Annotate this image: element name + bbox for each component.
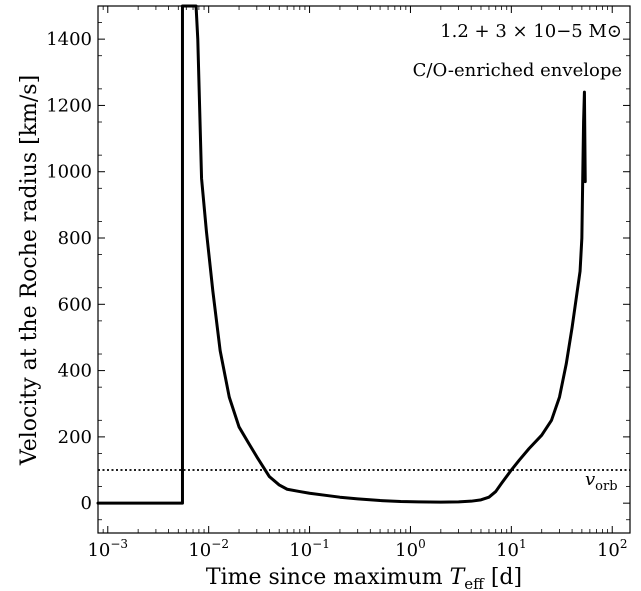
x-tick-label-exponent: 0 <box>418 537 426 551</box>
x-tick-label: 10−2 <box>188 537 229 561</box>
x-tick-label-exponent: −2 <box>211 537 229 551</box>
v-orb-label-main: v <box>585 469 595 490</box>
x-tick-labels: 10−3 10−2 10−1 100 101 102 <box>87 537 627 561</box>
x-tick-label-exponent: 2 <box>620 537 628 551</box>
x-tick-label: 10−3 <box>87 537 128 561</box>
v-orb-label: vorb <box>585 469 618 494</box>
y-axis-title: Velocity at the Roche radius [km/s] <box>17 75 42 466</box>
x-tick-label-exponent: −3 <box>110 537 128 551</box>
x-tick-label-exponent: −1 <box>312 537 330 551</box>
x-axis-title: Time since maximum Teff [d] <box>206 565 522 591</box>
x-tick-label-exponent: 1 <box>519 537 527 551</box>
y-tick-label: 600 <box>58 294 92 315</box>
velocity-series-line <box>96 4 587 505</box>
x-axis-title-symbol: T <box>450 565 467 590</box>
x-tick-label: 101 <box>496 537 527 561</box>
y-tick-label: 1000 <box>46 162 92 183</box>
model-envelope-annotation: C/O-enriched envelope <box>413 60 622 81</box>
model-mass-annotation: 1.2 + 3 × 10−5 M⊙ <box>440 21 622 42</box>
x-tick-label-base: 10 <box>188 540 211 561</box>
x-tick-label-base: 10 <box>289 540 312 561</box>
y-tick-label: 800 <box>58 228 92 249</box>
x-tick-label: 10−1 <box>289 537 330 561</box>
x-tick-label-base: 10 <box>395 540 418 561</box>
plot-frame <box>97 5 631 534</box>
y-tick-label: 0 <box>81 493 92 514</box>
x-tick-label-base: 10 <box>496 540 519 561</box>
x-tick-label: 102 <box>597 537 628 561</box>
x-tick-label-base: 10 <box>597 540 620 561</box>
y-tick-labels: 0 200 400 600 800 1000 1200 1400 <box>46 29 92 514</box>
axis-ticks <box>97 6 630 533</box>
x-tick-label-base: 10 <box>87 540 110 561</box>
y-tick-label: 400 <box>58 361 92 382</box>
x-axis-title-text: Time since maximum <box>206 565 450 590</box>
y-tick-label: 1200 <box>46 95 92 116</box>
y-tick-label: 1400 <box>46 29 92 50</box>
x-axis-title-subscript: eff <box>464 575 485 591</box>
x-tick-label: 100 <box>395 537 426 561</box>
x-axis-title-unit: [d] <box>484 565 522 590</box>
y-tick-label: 200 <box>58 427 92 448</box>
v-orb-label-subscript: orb <box>595 479 617 494</box>
